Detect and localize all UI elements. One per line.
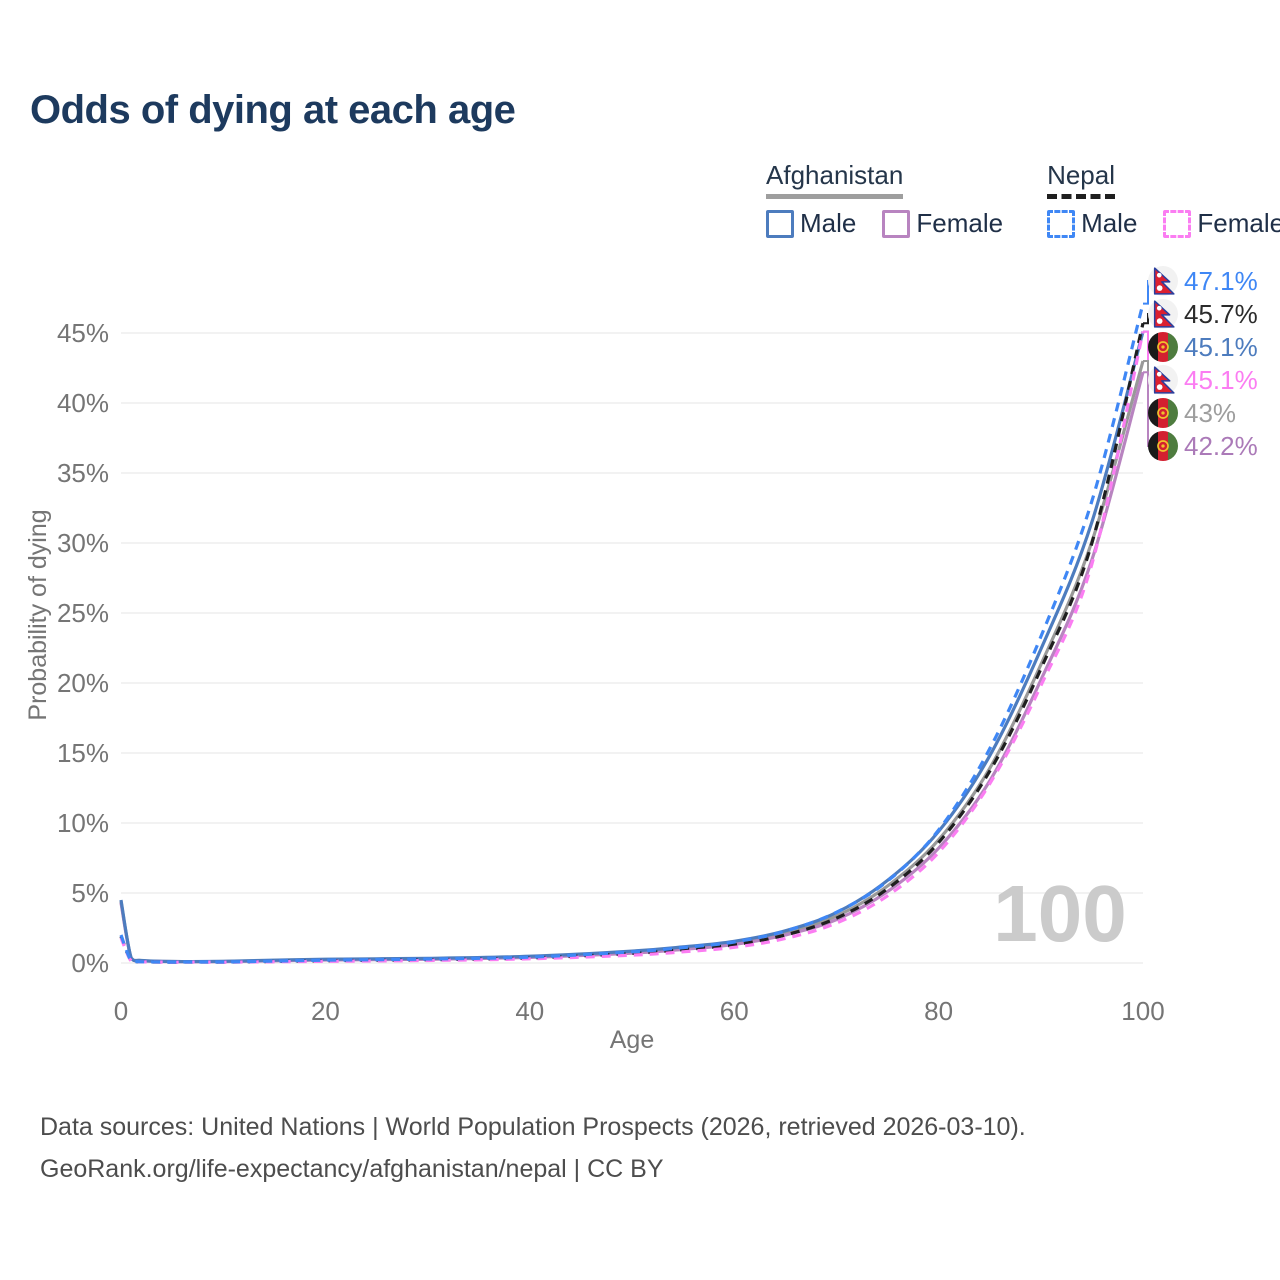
y-tick-label: 5% xyxy=(71,878,109,908)
legend-row-afghanistan: Male Female xyxy=(766,208,1003,239)
legend-item-nepal-female[interactable]: Female xyxy=(1163,208,1280,239)
y-tick-label: 0% xyxy=(71,948,109,978)
footer: Data sources: United Nations | World Pop… xyxy=(40,1106,1026,1190)
y-tick-label: 10% xyxy=(57,808,109,838)
x-axis-title: Age xyxy=(610,1026,654,1054)
y-tick-label: 20% xyxy=(57,668,109,698)
x-tick-label: 80 xyxy=(924,996,953,1026)
y-tick-label: 40% xyxy=(57,388,109,418)
legend-item-label: Male xyxy=(800,208,857,238)
y-tick-label: 30% xyxy=(57,528,109,558)
legend-country-nepal[interactable]: Nepal xyxy=(1047,160,1115,199)
afghanistan-flag-icon xyxy=(1148,332,1178,362)
end-value-label: 45.7% xyxy=(1184,298,1258,329)
legend-group-nepal: Nepal Male Female xyxy=(1047,160,1280,239)
page-title: Odds of dying at each age xyxy=(30,88,516,132)
x-tick-label: 60 xyxy=(720,996,749,1026)
x-tick-label: 0 xyxy=(114,996,128,1026)
series-line-nepal-female[interactable] xyxy=(119,331,1145,964)
series-line-nepal-both[interactable] xyxy=(119,322,1145,964)
afghanistan-female-swatch-icon xyxy=(882,209,911,238)
x-tick-label: 20 xyxy=(311,996,340,1026)
footer-sources-line: Data sources: United Nations | World Pop… xyxy=(40,1113,1026,1141)
y-tick-label: 25% xyxy=(57,598,109,628)
afghanistan-male-swatch-icon xyxy=(766,209,794,238)
afghanistan-flag-icon xyxy=(1148,398,1178,428)
end-value-label: 43% xyxy=(1184,397,1237,428)
x-tick-label: 40 xyxy=(515,996,544,1026)
legend-row-nepal: Male Female xyxy=(1047,208,1280,239)
end-value-label: 47.1% xyxy=(1184,265,1258,296)
hover-age-watermark: 100 xyxy=(993,869,1127,958)
nepal-flag-icon xyxy=(1148,299,1178,329)
end-value-label: 45.1% xyxy=(1184,331,1258,362)
nepal-flag-icon xyxy=(1148,266,1178,296)
legend: Afghanistan Male Female Nepal Male xyxy=(766,160,1280,239)
legend-item-label: Male xyxy=(1081,208,1138,238)
legend-item-label: Female xyxy=(916,208,1004,238)
end-value-label: 45.1% xyxy=(1184,364,1258,395)
end-label-row-nepal-female: 45.1% xyxy=(1148,365,1258,395)
legend-item-label: Female xyxy=(1197,208,1280,238)
series-line-nepal-male[interactable] xyxy=(119,303,1145,964)
end-label-row-afghanistan-both: 43% xyxy=(1148,398,1236,428)
end-label-row-afghanistan-male: 45.1% xyxy=(1148,332,1258,362)
y-axis-title: Probability of dying xyxy=(24,509,52,720)
legend-country-afghanistan[interactable]: Afghanistan xyxy=(766,160,904,199)
footer-attribution-line: GeoRank.org/life-expectancy/afghanistan/… xyxy=(40,1155,664,1183)
end-label-row-nepal-male: 47.1% xyxy=(1148,266,1258,296)
legend-item-afghanistan-male[interactable]: Male xyxy=(766,208,856,239)
end-value-label: 42.2% xyxy=(1184,430,1258,461)
afghanistan-flag-icon xyxy=(1148,431,1178,461)
nepal-flag-icon xyxy=(1148,365,1178,395)
nepal-male-swatch-icon xyxy=(1047,209,1076,238)
legend-item-afghanistan-female[interactable]: Female xyxy=(882,208,1003,239)
y-tick-label: 15% xyxy=(57,738,109,768)
nepal-female-swatch-icon xyxy=(1163,209,1192,238)
end-label-row-afghanistan-female: 42.2% xyxy=(1148,431,1258,461)
legend-item-nepal-male[interactable]: Male xyxy=(1047,208,1137,239)
x-tick-label: 100 xyxy=(1121,996,1164,1026)
legend-group-afghanistan: Afghanistan Male Female xyxy=(766,160,1003,239)
y-tick-label: 35% xyxy=(57,458,109,488)
end-label-row-nepal-both: 45.7% xyxy=(1148,299,1258,329)
y-tick-label: 45% xyxy=(57,318,109,348)
